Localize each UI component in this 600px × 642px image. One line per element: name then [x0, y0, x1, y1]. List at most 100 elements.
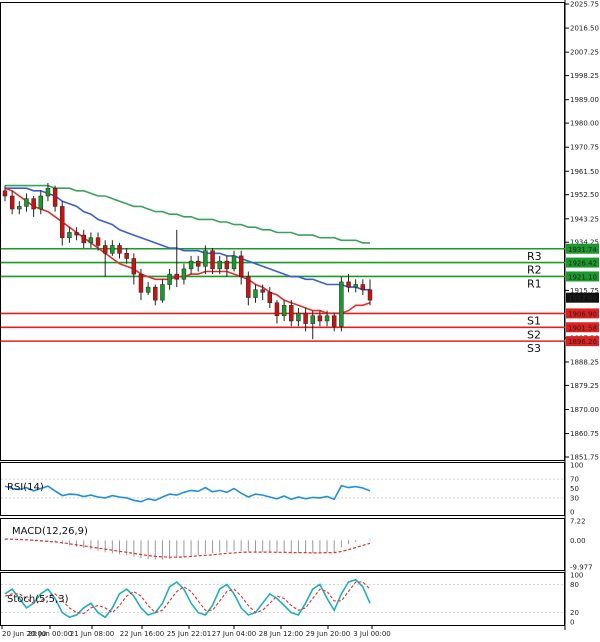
candle-body	[367, 289, 373, 301]
candle-body	[117, 245, 122, 254]
candle-body	[224, 260, 230, 270]
candle-body	[196, 260, 201, 267]
rsi-title: RSI(14)	[7, 482, 44, 493]
current-price-label: 1912.94	[568, 295, 597, 303]
candle-body	[174, 273, 179, 280]
rsi-y-tick-label: 100	[570, 462, 583, 470]
candle-body	[210, 250, 215, 270]
y-tick-label: 1961.50	[570, 168, 599, 176]
y-tick-label: 2007.25	[570, 49, 599, 57]
macd-y-tick-label: -9.977	[570, 564, 593, 572]
candle-body	[9, 195, 15, 210]
level-price-box	[566, 271, 599, 282]
candle-body	[267, 292, 273, 303]
candle-body	[353, 284, 358, 288]
level-name-r2: R2	[527, 264, 542, 277]
stoch-d-line	[4, 581, 371, 615]
candle-body	[238, 255, 244, 277]
candle-body	[138, 273, 144, 293]
macd-y-tick-label: 7.22	[570, 518, 586, 526]
ma-fast-line	[4, 187, 371, 315]
rsi-y-tick-label: 30	[570, 494, 579, 502]
x-tick-label: 22 Jun 16:00	[120, 630, 164, 638]
candle-body	[52, 187, 58, 207]
candle-body	[181, 268, 187, 280]
x-tick-label: 3 Jul 00:00	[353, 630, 391, 638]
level-price-label: 1896.26	[568, 338, 597, 346]
candle-body	[2, 190, 8, 197]
y-tick-label: 1851.75	[570, 454, 599, 462]
level-price-box	[566, 336, 599, 347]
candle-body	[95, 237, 101, 246]
candle-body	[167, 273, 172, 285]
rsi-y-tick-label: 0	[570, 509, 574, 517]
candle-body	[160, 284, 165, 301]
candle-body	[60, 206, 65, 238]
y-tick-label: 1989.00	[570, 96, 599, 104]
stoch-y-tick-label: 20	[570, 609, 579, 617]
y-tick-label: 1980.00	[570, 120, 599, 128]
level-price-box	[566, 308, 599, 319]
y-tick-label: 1860.75	[570, 430, 599, 438]
candle-body	[24, 198, 29, 207]
candle-body	[274, 302, 280, 317]
level-name-r1: R1	[527, 277, 542, 290]
y-tick-label: 1934.25	[570, 239, 599, 247]
candle-body	[331, 315, 337, 327]
y-tick-label: 2025.75	[570, 1, 599, 9]
level-name-s3: S3	[527, 342, 541, 355]
panel-frame-main	[0, 2, 565, 461]
candle-body	[231, 255, 237, 270]
candle-body	[260, 289, 265, 293]
macd-title: MACD(12,26,9)	[12, 526, 88, 537]
level-price-label: 1926.42	[568, 260, 597, 268]
x-tick-label: 28 Jun 12:00	[259, 630, 303, 638]
candle-body	[131, 258, 137, 275]
level-price-label: 1921.10	[568, 273, 597, 281]
y-tick-label: 1915.75	[570, 287, 599, 295]
stoch-title: Stoch(5,5,3)	[7, 594, 69, 605]
level-price-box	[566, 322, 599, 333]
x-tick-label: 29 Jun 20:00	[306, 630, 350, 638]
candle-body	[17, 206, 22, 210]
candle-body	[38, 195, 44, 210]
candle-body	[110, 245, 115, 254]
candle-body	[324, 315, 330, 322]
rsi-y-tick-label: 50	[570, 485, 579, 493]
candle-body	[188, 260, 194, 270]
candle-body	[153, 286, 158, 301]
y-tick-label: 1888.25	[570, 358, 599, 366]
candle-body	[31, 198, 36, 210]
y-tick-label: 1879.25	[570, 382, 599, 390]
y-tick-label: 1998.25	[570, 72, 599, 80]
level-name-s2: S2	[527, 328, 541, 341]
macd-y-tick-label: 0.00	[570, 537, 586, 545]
panel-frame-sto	[0, 572, 565, 626]
level-price-label: 1901.58	[568, 324, 597, 332]
macd-signal-line	[4, 538, 371, 558]
candle-body	[281, 305, 287, 317]
candle-body	[339, 281, 344, 327]
candle-body	[88, 237, 94, 244]
candle-body	[124, 253, 129, 259]
stoch-y-tick-label: 0	[570, 619, 574, 627]
current-price-box	[566, 292, 599, 303]
x-tick-label: 20 Jun 00:00	[28, 630, 72, 638]
rsi-y-tick-label: 70	[570, 476, 579, 484]
rsi-line	[4, 484, 371, 503]
candle-body	[346, 281, 351, 288]
candle-body	[317, 315, 323, 322]
y-tick-label: 2016.50	[570, 25, 599, 33]
candle-body	[203, 250, 208, 267]
candle-body	[102, 245, 108, 254]
x-tick-label: 25 Jun 22:01	[167, 630, 211, 638]
x-tick-label: 20 Jun 20:00	[2, 630, 46, 638]
level-price-box	[566, 243, 599, 254]
panel-frame-rsi	[0, 462, 565, 516]
candle-body	[360, 284, 366, 290]
candle-body	[246, 276, 251, 298]
candle-body	[296, 312, 301, 322]
candle-body	[289, 305, 294, 322]
candle-body	[145, 286, 151, 293]
